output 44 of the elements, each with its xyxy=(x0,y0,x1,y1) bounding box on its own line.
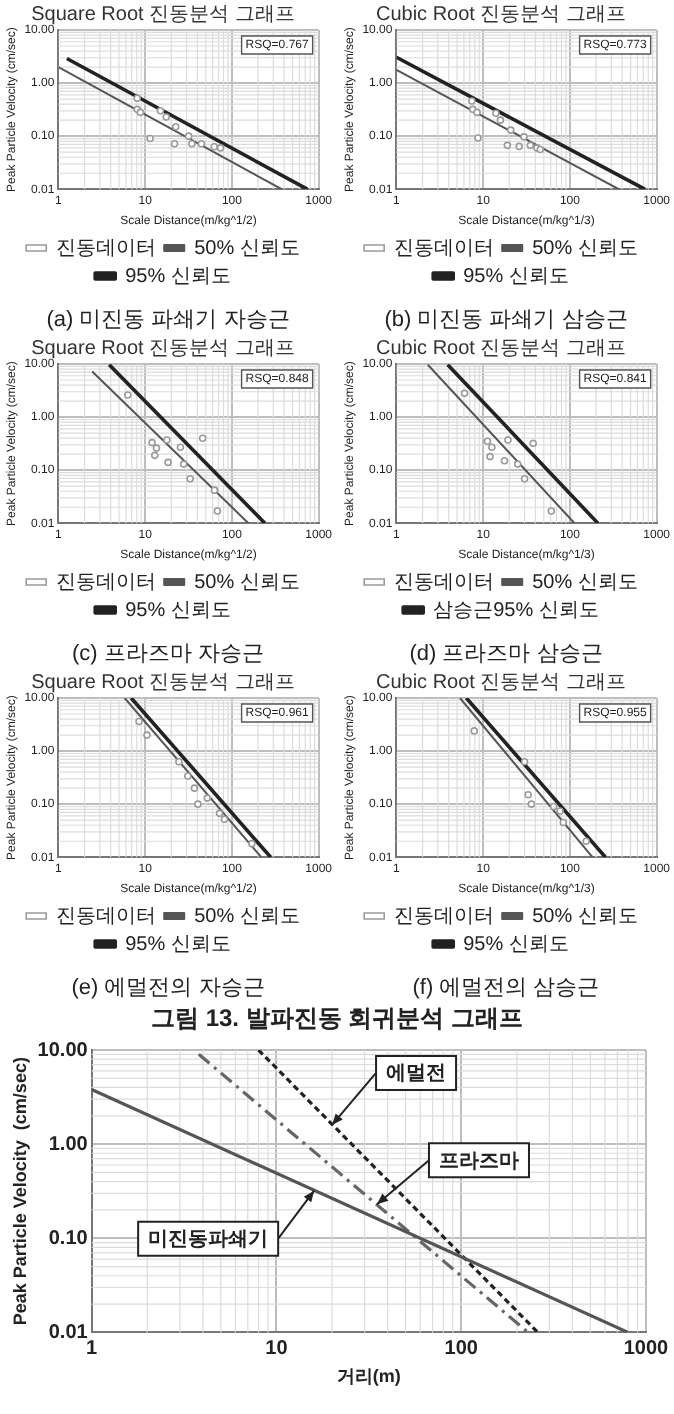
y-tick-label: 1.00 xyxy=(48,1133,89,1156)
chart-title: Square Root 진동분석 그래프 xyxy=(31,671,295,694)
legend-label: 95% 신뢰도 xyxy=(463,265,569,288)
legend-label: 진동데이터 xyxy=(394,905,495,928)
x-tick-label: 10 xyxy=(265,1337,289,1360)
legend-label: 50% 신뢰도 xyxy=(194,237,300,260)
legend-label: 진동데이터 xyxy=(56,237,157,260)
chart-title: Square Root 진동분석 그래프 xyxy=(31,3,295,26)
y-tick-label: 0.10 xyxy=(48,1227,89,1250)
chart-title: Square Root 진동분석 그래프 xyxy=(31,337,295,360)
legend-label: 진동데이터 xyxy=(394,237,495,260)
annotation: 프라즈마 xyxy=(438,1150,519,1173)
y-tick-label: 10.00 xyxy=(37,1039,89,1062)
annotation: 미진동파쇄기 xyxy=(148,1229,269,1252)
chart-title: Cubic Root 진동분석 그래프 xyxy=(375,337,627,360)
x-tick-label: 1000 xyxy=(623,1337,670,1360)
text: (a) 미진동 파쇄기 자승근 xyxy=(44,306,292,334)
legend-label: 50% 신뢰도 xyxy=(532,571,638,594)
annotation: 에멀전 xyxy=(386,1063,447,1086)
text: (c) 프라즈마 자승근 xyxy=(70,640,266,668)
legend-label: 진동데이터 xyxy=(56,571,157,594)
y-axis-title: Peak Particle Velocity (cm/sec) xyxy=(9,1057,30,1326)
legend-label: 95% 신뢰도 xyxy=(463,933,569,956)
chart-title: Cubic Root 진동분석 그래프 xyxy=(375,671,627,694)
text: (e) 에멀전의 자승근 xyxy=(69,974,267,1002)
x-axis-title: 거리(m) xyxy=(336,1366,401,1387)
x-tick-label: 100 xyxy=(444,1337,479,1360)
legend-label: 진동데이터 xyxy=(56,905,157,928)
legend-label: 50% 신뢰도 xyxy=(532,905,638,928)
legend-label: 진동데이터 xyxy=(394,571,495,594)
legend-label: 50% 신뢰도 xyxy=(194,905,300,928)
chart-title: Cubic Root 진동분석 그래프 xyxy=(375,3,627,26)
legend-label: 삼승근95% 신뢰도 xyxy=(433,599,599,622)
caption: 그림 13. 발파진동 회귀분석 그래프 xyxy=(148,1002,526,1034)
x-tick-label: 1 xyxy=(86,1337,99,1360)
legend-label: 50% 신뢰도 xyxy=(194,571,300,594)
text: (d) 프라즈마 삼승근 xyxy=(407,640,605,668)
legend-label: 95% 신뢰도 xyxy=(125,933,231,956)
text: (b) 미진동 파쇄기 삼승근 xyxy=(382,306,630,334)
y-tick-label: 0.01 xyxy=(48,1321,89,1344)
legend-label: 95% 신뢰도 xyxy=(125,265,231,288)
legend-label: 50% 신뢰도 xyxy=(532,237,638,260)
text: (f) 에멀전의 삼승근 xyxy=(410,974,602,1002)
legend-label: 95% 신뢰도 xyxy=(125,599,231,622)
